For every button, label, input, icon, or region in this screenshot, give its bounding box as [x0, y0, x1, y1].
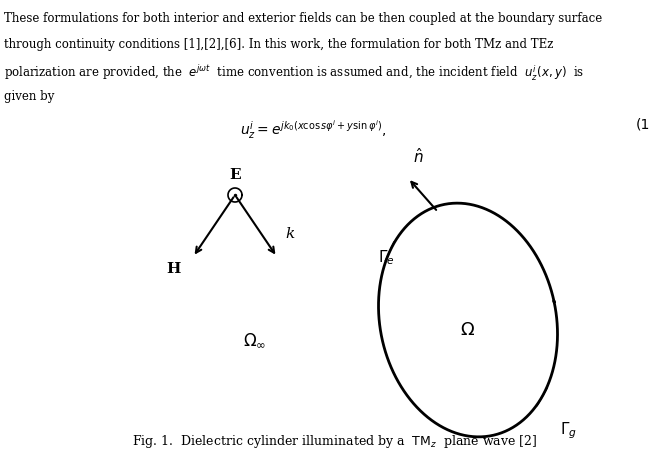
Text: k: k — [285, 227, 295, 241]
Text: $\Omega_{\infty}$: $\Omega_{\infty}$ — [244, 331, 266, 349]
Text: $u_z^i = e^{jk_0(x\cos s\varphi^i + y\sin \varphi^i)},$: $u_z^i = e^{jk_0(x\cos s\varphi^i + y\si… — [240, 118, 386, 141]
Text: $\Gamma_e$: $\Gamma_e$ — [378, 249, 395, 267]
Text: H: H — [166, 262, 181, 276]
Text: E: E — [229, 168, 241, 182]
Text: Fig. 1.  Dielectric cylinder illuminated by a  $\mathrm{TM}_z$  plane wave [2]: Fig. 1. Dielectric cylinder illuminated … — [132, 433, 537, 450]
Text: These formulations for both interior and exterior fields can be then coupled at : These formulations for both interior and… — [4, 12, 603, 25]
Text: polarization are provided, the  $e^{j\omega t}$  time convention is assumed and,: polarization are provided, the $e^{j\ome… — [4, 64, 584, 83]
Text: through continuity conditions [1],[2],[6]. In this work, the formulation for bot: through continuity conditions [1],[2],[6… — [4, 38, 554, 51]
Text: $\hat{n}$: $\hat{n}$ — [413, 147, 423, 166]
Text: $\Omega$: $\Omega$ — [460, 321, 476, 339]
Text: $\Gamma_g$: $\Gamma_g$ — [560, 420, 577, 441]
Text: (1: (1 — [635, 118, 650, 132]
Text: given by: given by — [4, 90, 54, 103]
